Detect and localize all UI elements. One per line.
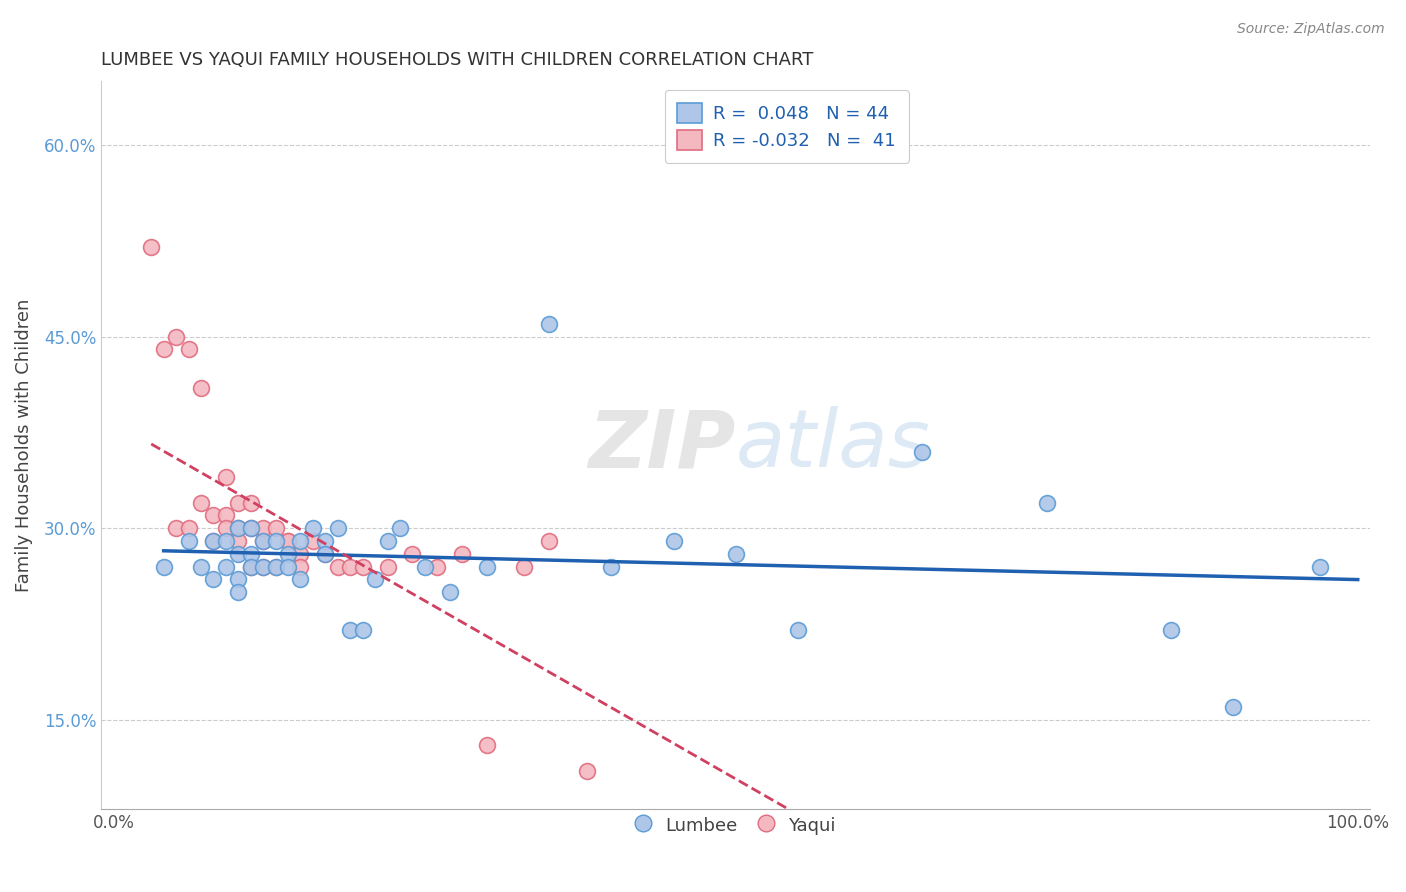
Point — [388, 521, 411, 535]
Point — [302, 534, 325, 549]
Point — [451, 547, 474, 561]
Point — [141, 240, 163, 254]
Point — [290, 547, 312, 561]
Point — [475, 559, 498, 574]
Point — [302, 521, 325, 535]
Legend: Lumbee, Yaqui: Lumbee, Yaqui — [627, 806, 845, 844]
Point — [352, 624, 374, 638]
Point — [177, 534, 200, 549]
Point — [152, 559, 174, 574]
Point — [339, 624, 361, 638]
Point — [226, 585, 249, 599]
Point — [538, 534, 561, 549]
Point — [239, 496, 262, 510]
Point — [215, 470, 238, 484]
Point — [1160, 624, 1182, 638]
Point — [662, 534, 685, 549]
Point — [202, 508, 225, 523]
Point — [277, 534, 299, 549]
Point — [239, 547, 262, 561]
Point — [290, 559, 312, 574]
Text: Source: ZipAtlas.com: Source: ZipAtlas.com — [1237, 22, 1385, 37]
Point — [177, 343, 200, 357]
Point — [226, 572, 249, 586]
Point — [264, 521, 287, 535]
Point — [401, 547, 423, 561]
Point — [215, 534, 238, 549]
Point — [165, 329, 187, 343]
Point — [475, 739, 498, 753]
Point — [277, 547, 299, 561]
Point — [226, 547, 249, 561]
Point — [239, 521, 262, 535]
Point — [226, 521, 249, 535]
Point — [513, 559, 536, 574]
Point — [190, 496, 212, 510]
Point — [277, 559, 299, 574]
Point — [1309, 559, 1331, 574]
Point — [314, 547, 336, 561]
Point — [190, 559, 212, 574]
Point — [326, 521, 349, 535]
Point — [339, 559, 361, 574]
Point — [226, 534, 249, 549]
Point — [252, 559, 274, 574]
Point — [290, 534, 312, 549]
Point — [252, 534, 274, 549]
Point — [202, 534, 225, 549]
Point — [439, 585, 461, 599]
Point — [215, 508, 238, 523]
Point — [314, 547, 336, 561]
Y-axis label: Family Households with Children: Family Households with Children — [15, 299, 32, 592]
Point — [1222, 700, 1244, 714]
Text: atlas: atlas — [735, 406, 931, 484]
Point — [1036, 496, 1059, 510]
Point — [600, 559, 623, 574]
Point — [239, 559, 262, 574]
Point — [264, 559, 287, 574]
Point — [314, 534, 336, 549]
Point — [152, 343, 174, 357]
Point — [377, 534, 399, 549]
Point — [165, 521, 187, 535]
Point — [252, 559, 274, 574]
Point — [177, 521, 200, 535]
Point — [575, 764, 598, 778]
Text: LUMBEE VS YAQUI FAMILY HOUSEHOLDS WITH CHILDREN CORRELATION CHART: LUMBEE VS YAQUI FAMILY HOUSEHOLDS WITH C… — [101, 51, 814, 69]
Point — [352, 559, 374, 574]
Point — [277, 534, 299, 549]
Point — [226, 521, 249, 535]
Point — [202, 534, 225, 549]
Point — [377, 559, 399, 574]
Point — [538, 317, 561, 331]
Point — [326, 559, 349, 574]
Point — [290, 572, 312, 586]
Point — [215, 559, 238, 574]
Text: ZIP: ZIP — [589, 406, 735, 484]
Point — [787, 624, 810, 638]
Point — [239, 559, 262, 574]
Point — [426, 559, 449, 574]
Point — [364, 572, 387, 586]
Point — [239, 521, 262, 535]
Point — [413, 559, 436, 574]
Point — [252, 521, 274, 535]
Point — [226, 496, 249, 510]
Point — [252, 534, 274, 549]
Point — [264, 534, 287, 549]
Point — [190, 381, 212, 395]
Point — [724, 547, 747, 561]
Point — [264, 559, 287, 574]
Point — [911, 444, 934, 458]
Point — [215, 521, 238, 535]
Point — [202, 572, 225, 586]
